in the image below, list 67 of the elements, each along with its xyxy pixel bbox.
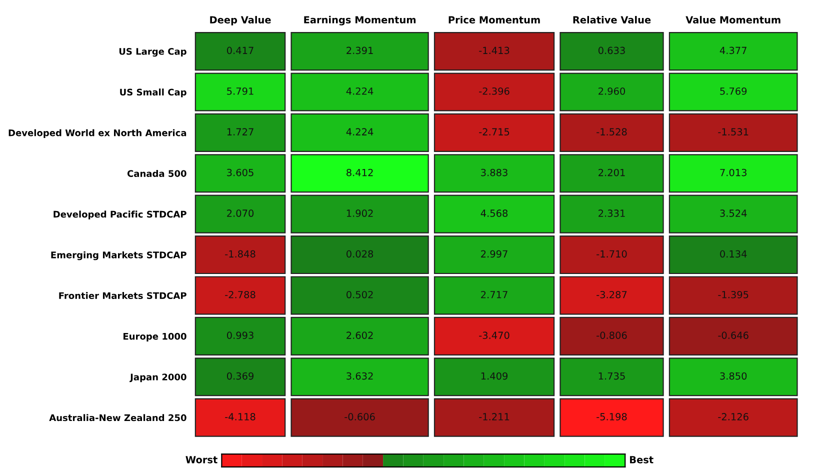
data-label: 4.224 xyxy=(346,87,374,95)
data-label: -5.198 xyxy=(596,413,627,420)
data-label: 0.134 xyxy=(720,250,747,258)
text: Best xyxy=(630,456,654,464)
data-label: 4.224 xyxy=(346,128,374,136)
data-label: 0.417 xyxy=(226,46,254,54)
data-label: 3.883 xyxy=(481,168,508,176)
data-label: 7.013 xyxy=(720,168,746,176)
data-label: -1.528 xyxy=(596,128,627,136)
data-label: -4.118 xyxy=(225,413,256,420)
data-label: 3.524 xyxy=(720,210,747,217)
data-label: 2.391 xyxy=(346,46,373,54)
data-label: -3.470 xyxy=(479,332,510,339)
y-tick-label: Canada 500 xyxy=(127,170,186,177)
data-label: 1.735 xyxy=(598,372,625,380)
data-label: 0.633 xyxy=(598,46,625,54)
x-tick-label: Relative Value xyxy=(573,16,651,24)
y-tick-label: Emerging Markets STDCAP xyxy=(51,251,186,260)
x-tick-label: Earnings Momentum xyxy=(304,16,416,26)
data-label: -2.788 xyxy=(225,290,256,298)
y-tick-label: Frontier Markets STDCAP xyxy=(59,292,186,300)
data-label: 3.632 xyxy=(346,372,373,380)
data-label: 0.993 xyxy=(226,332,254,339)
data-label: -1.531 xyxy=(718,128,748,136)
y-tick-label: US Small Cap xyxy=(120,88,186,98)
x-tick-label: Price Momentum xyxy=(448,16,540,24)
data-label: -2.715 xyxy=(479,128,510,136)
data-label: 2.717 xyxy=(481,290,508,298)
data-label: -2.126 xyxy=(718,413,748,420)
data-label: 2.602 xyxy=(346,332,373,339)
x-tick-label: Value Momentum xyxy=(686,16,780,24)
y-tick-label: Europe 1000 xyxy=(124,332,186,342)
data-label: -1.413 xyxy=(479,46,510,54)
data-label: 0.369 xyxy=(226,372,254,380)
data-label: 3.605 xyxy=(227,168,254,176)
data-label: -1.211 xyxy=(479,413,510,420)
data-label: 1.902 xyxy=(346,210,373,217)
y-tick-label: Australia-New Zealand 250 xyxy=(49,414,186,422)
data-label: -0.606 xyxy=(344,413,375,420)
data-label: 3.850 xyxy=(720,372,747,380)
data-label: 5.769 xyxy=(720,87,747,95)
data-label: 0.028 xyxy=(346,250,374,258)
y-tick-label: US Large Cap xyxy=(119,48,186,57)
data-label: 2.070 xyxy=(227,210,254,217)
data-label: 4.568 xyxy=(480,210,508,217)
data-label: 1.409 xyxy=(481,372,508,380)
data-label: -0.646 xyxy=(718,332,748,339)
data-label: -0.806 xyxy=(596,332,627,339)
x-tick-label: Deep Value xyxy=(210,16,271,26)
y-tick-label: Developed World ex North America xyxy=(8,129,186,138)
y-tick-label: Developed Pacific STDCAP xyxy=(54,210,186,220)
data-label: 4.377 xyxy=(720,46,746,54)
y-tick-label: Japan 2000 xyxy=(130,374,186,382)
data-label: -3.287 xyxy=(596,290,627,298)
data-label: -1.395 xyxy=(718,290,748,298)
data-label: 0.502 xyxy=(346,290,373,298)
text: Worst xyxy=(186,456,218,464)
data-label: 5.791 xyxy=(227,87,254,95)
data-label: 2.331 xyxy=(598,210,625,217)
data-label: 1.727 xyxy=(227,128,254,136)
data-label: 2.997 xyxy=(481,250,508,258)
data-label: 8.412 xyxy=(346,168,373,176)
data-label: 2.960 xyxy=(598,87,626,95)
data-label: 2.201 xyxy=(598,168,625,176)
data-label: -2.396 xyxy=(479,87,510,95)
data-label: -1.710 xyxy=(596,250,627,258)
data-label: -1.848 xyxy=(225,250,256,258)
